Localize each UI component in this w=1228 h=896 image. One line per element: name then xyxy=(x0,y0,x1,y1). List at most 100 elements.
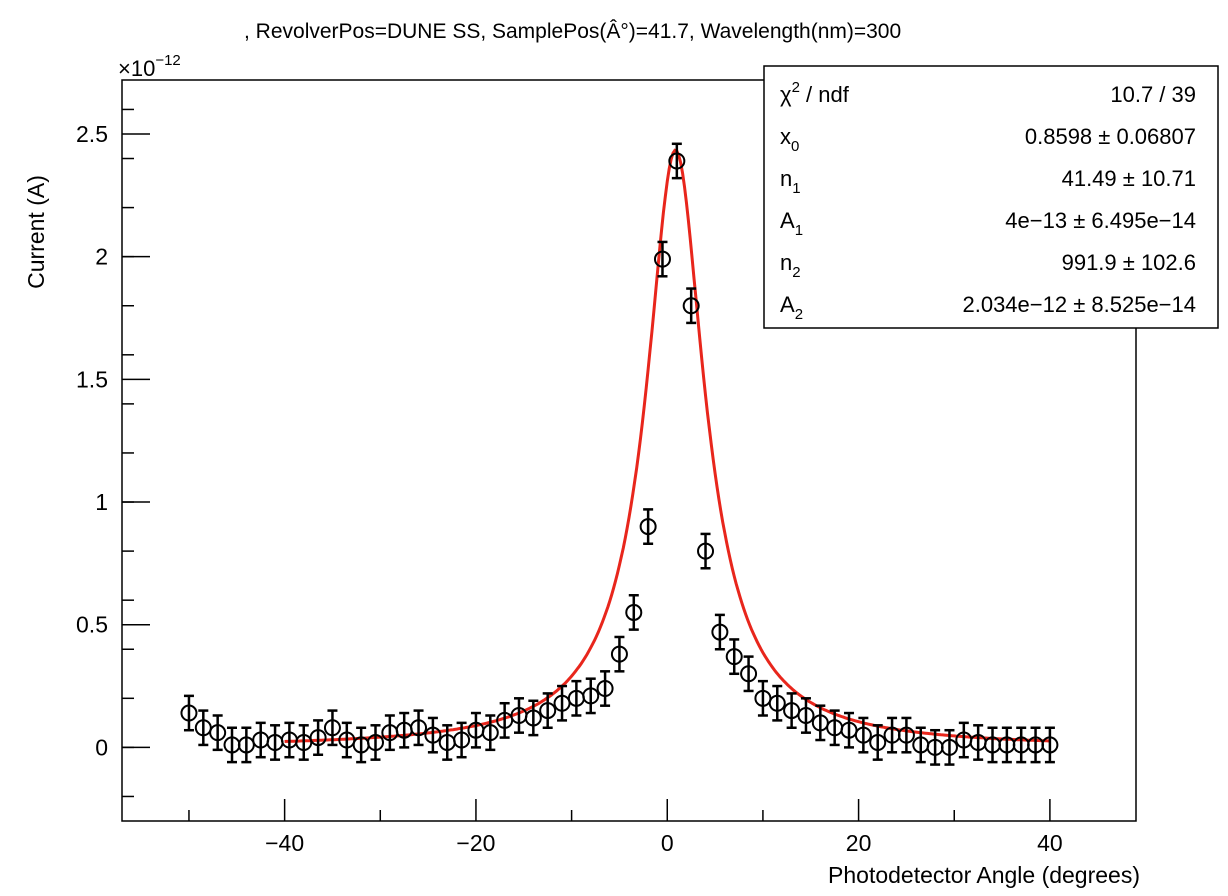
data-marker xyxy=(697,542,715,560)
data-point xyxy=(323,709,341,747)
data-point xyxy=(897,716,915,754)
data-marker xyxy=(1041,736,1059,754)
axis-tick-labels: −40 −20 0 20 40 0 0.5 1 1.5 2 2.5 xyxy=(76,121,1063,856)
stats-row-label: n2 xyxy=(780,250,801,281)
stats-row-label: A2 xyxy=(780,292,803,323)
stats-row-value: 2.034e−12 ± 8.525e−14 xyxy=(962,292,1196,317)
y-tick-label: 0 xyxy=(95,734,108,760)
data-point xyxy=(768,684,786,722)
data-point xyxy=(783,692,801,730)
data-point xyxy=(1041,726,1059,764)
data-marker xyxy=(740,665,758,683)
data-marker xyxy=(180,704,198,722)
data-point xyxy=(582,677,600,715)
data-point xyxy=(797,697,815,734)
data-point xyxy=(553,684,571,722)
data-marker xyxy=(682,297,700,315)
data-point xyxy=(869,724,887,761)
data-point xyxy=(266,724,284,761)
data-point xyxy=(940,728,958,766)
data-point xyxy=(381,714,399,752)
data-point xyxy=(682,287,700,325)
data-point xyxy=(596,670,614,707)
stats-row-value: 4e−13 ± 6.495e−14 xyxy=(1005,208,1196,233)
x-tick-label: 20 xyxy=(846,830,872,856)
stats-row-value: 0.8598 ± 0.06807 xyxy=(1025,124,1196,149)
y-tick-label: 1.5 xyxy=(76,366,108,392)
data-point xyxy=(984,726,1002,764)
x-axis-label: Photodetector Angle (degrees) xyxy=(828,862,1140,888)
data-point xyxy=(395,711,413,749)
data-marker xyxy=(797,706,815,724)
data-point xyxy=(697,532,715,570)
data-marker xyxy=(668,152,686,170)
fit-curve xyxy=(284,148,1050,743)
data-point xyxy=(1027,726,1045,764)
data-marker xyxy=(768,694,786,712)
data-point xyxy=(969,724,987,761)
data-point xyxy=(410,709,428,747)
stats-row-label: x0 xyxy=(780,124,799,155)
data-points xyxy=(180,142,1059,766)
data-point xyxy=(539,692,557,730)
data-point xyxy=(194,709,212,747)
data-point xyxy=(1012,726,1030,764)
data-point xyxy=(854,716,872,754)
data-marker xyxy=(323,719,341,737)
data-marker xyxy=(711,623,729,641)
data-point xyxy=(811,704,829,742)
y-tick-label: 0.5 xyxy=(76,612,108,638)
data-marker xyxy=(940,738,958,756)
data-point xyxy=(367,724,384,761)
stats-row-value: 41.49 ± 10.71 xyxy=(1062,166,1196,191)
data-marker xyxy=(309,729,327,747)
plot-frame xyxy=(121,79,1137,822)
chart-title: , RevolverPos=DUNE SS, SamplePos(Â°)=41.… xyxy=(244,20,901,43)
data-point xyxy=(653,240,671,278)
data-point xyxy=(524,699,542,737)
data-marker xyxy=(582,687,600,705)
data-marker xyxy=(869,733,887,751)
data-marker xyxy=(725,648,743,666)
stats-row-label: n1 xyxy=(780,166,801,197)
data-point xyxy=(740,655,758,693)
data-point xyxy=(754,679,772,717)
x-tick-label: −20 xyxy=(456,830,495,856)
data-point xyxy=(639,508,657,545)
data-marker xyxy=(610,645,628,663)
data-marker xyxy=(209,724,227,742)
data-point xyxy=(424,716,442,754)
axis-ticks xyxy=(122,108,1051,821)
data-point xyxy=(567,679,585,717)
y-tick-label: 2.5 xyxy=(76,121,108,147)
data-marker xyxy=(481,724,499,742)
data-marker xyxy=(854,726,872,744)
stats-box: χ2 / ndf 10.7 / 39 x0 0.8598 ± 0.06807 n1 41.… xyxy=(763,65,1219,329)
data-point xyxy=(510,697,528,734)
data-point xyxy=(725,638,743,676)
data-marker xyxy=(424,726,442,744)
data-marker xyxy=(539,702,557,720)
stats-row-value: 10.7 / 39 xyxy=(1110,82,1196,107)
data-point xyxy=(352,726,370,764)
x-tick-label: −40 xyxy=(265,830,304,856)
data-marker xyxy=(410,719,428,737)
data-marker xyxy=(596,680,614,698)
data-point xyxy=(180,694,198,732)
data-marker xyxy=(653,250,671,268)
data-point xyxy=(209,714,227,752)
data-point xyxy=(625,594,643,631)
data-point xyxy=(883,716,901,754)
data-point xyxy=(610,635,628,673)
data-marker xyxy=(367,733,384,751)
data-marker xyxy=(453,731,471,749)
data-marker xyxy=(524,709,542,727)
stats-row-label: χ2 / ndf xyxy=(780,79,850,107)
data-point xyxy=(237,726,255,764)
data-point xyxy=(668,142,686,180)
stats-row-value: 991.9 ± 102.6 xyxy=(1062,250,1196,275)
y-tick-label: 1 xyxy=(95,489,108,515)
y-axis-multiplier: ×10−12 xyxy=(118,52,181,81)
data-point xyxy=(223,726,241,764)
